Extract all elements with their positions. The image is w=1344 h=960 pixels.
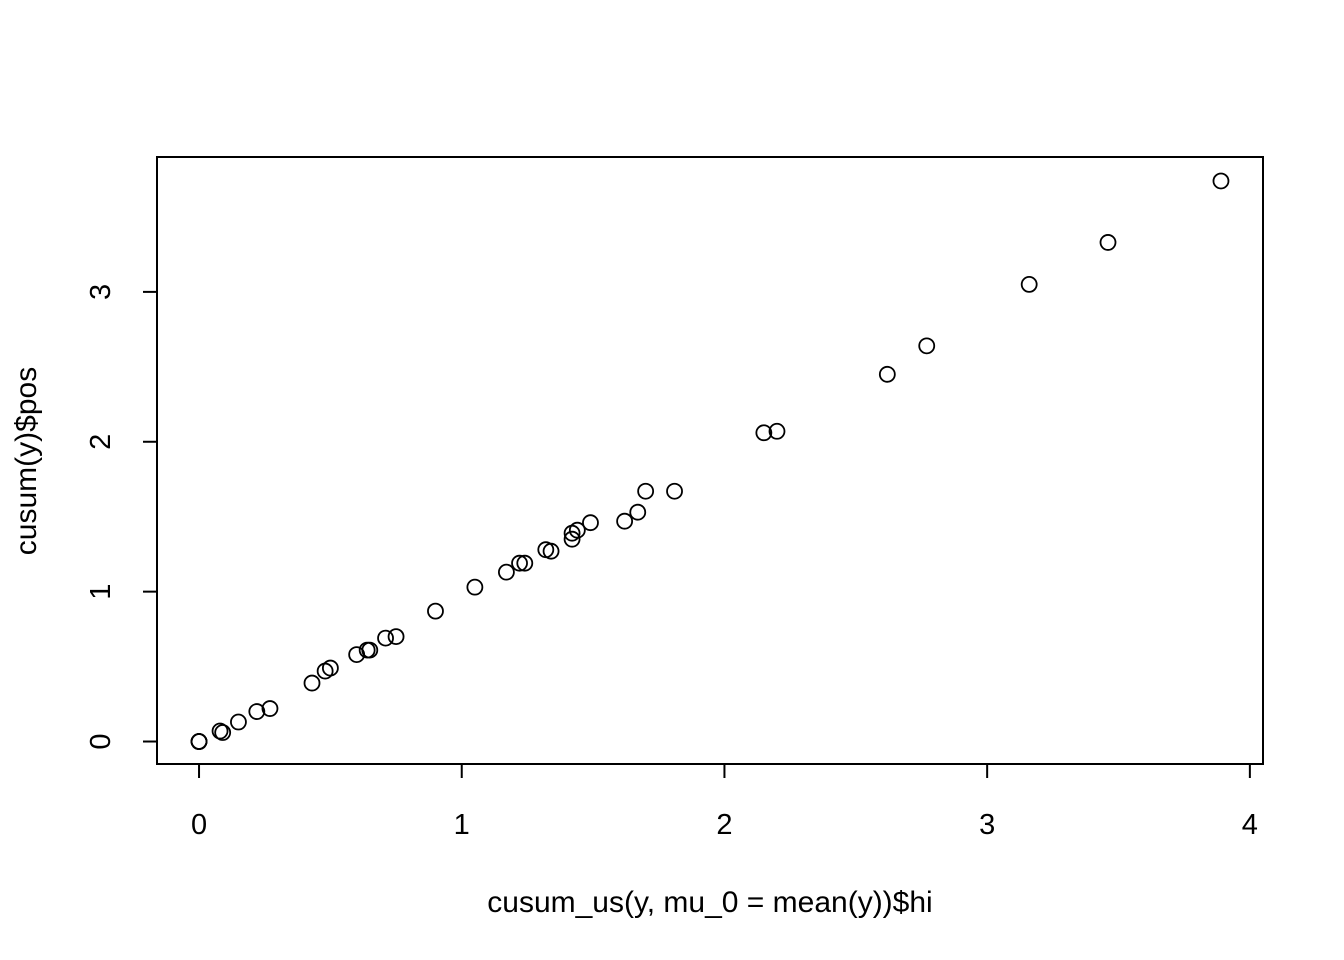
- data-point: [666, 482, 683, 500]
- x-axis: 0 1 2 3 4: [191, 763, 1258, 841]
- y-tick-label: 0: [85, 733, 117, 749]
- y-axis-label: cusum(y)$pos: [10, 367, 43, 555]
- data-point: [214, 724, 232, 741]
- data-point: [516, 554, 534, 572]
- data-point: [878, 365, 896, 383]
- x-tick-label: 3: [979, 809, 995, 841]
- data-point: [261, 700, 279, 717]
- data-point: [321, 659, 339, 677]
- data-point: [768, 422, 786, 440]
- y-tick-label: 2: [85, 434, 117, 450]
- data-point: [230, 713, 247, 731]
- data-point: [427, 602, 444, 620]
- data-point: [211, 722, 229, 740]
- data-points: [190, 172, 1230, 750]
- y-tick-label: 1: [85, 584, 117, 600]
- data-point: [466, 578, 484, 596]
- x-tick-label: 0: [191, 809, 207, 841]
- data-point: [568, 521, 586, 539]
- data-point: [511, 554, 528, 572]
- data-point: [1099, 234, 1117, 251]
- data-point: [582, 514, 599, 532]
- x-axis-label: cusum_us(y, mu_0 = mean(y))$hi: [487, 886, 932, 919]
- data-point: [498, 563, 515, 581]
- data-point: [616, 512, 634, 530]
- data-point: [542, 542, 560, 560]
- data-point: [303, 674, 321, 692]
- data-point: [361, 641, 379, 659]
- data-point: [1020, 275, 1038, 293]
- data-point: [563, 530, 581, 548]
- data-point: [629, 503, 647, 521]
- data-point: [1212, 172, 1230, 190]
- data-point: [637, 482, 655, 500]
- plot-frame: [156, 156, 1264, 765]
- data-point: [755, 424, 773, 442]
- x-tick-label: 2: [716, 809, 732, 841]
- data-point: [387, 628, 405, 646]
- x-tick-label: 1: [454, 809, 470, 841]
- data-point: [918, 337, 936, 355]
- y-axis: 0 1 2 3: [85, 284, 158, 750]
- x-tick-label: 4: [1242, 809, 1258, 841]
- y-tick-label: 3: [85, 284, 117, 300]
- data-point: [377, 629, 394, 647]
- data-point: [190, 733, 208, 750]
- data-point: [248, 703, 266, 720]
